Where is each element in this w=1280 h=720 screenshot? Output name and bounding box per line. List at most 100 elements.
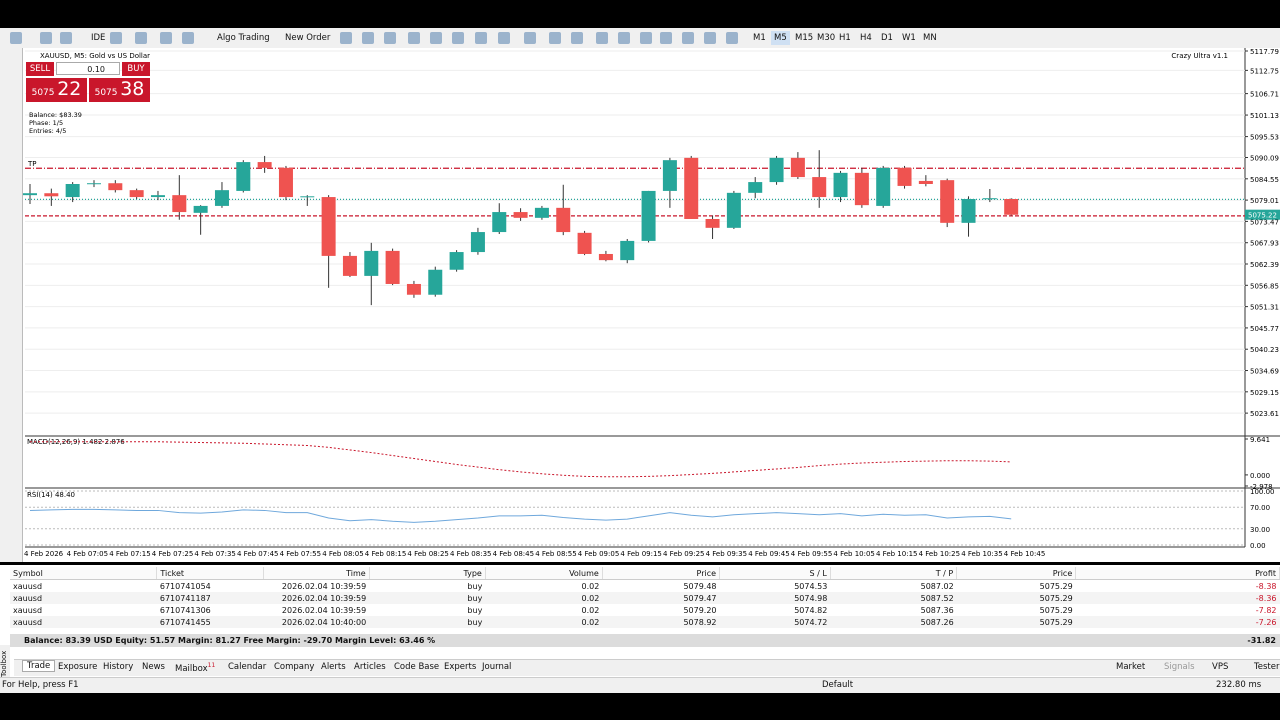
toolbar: IDE Algo Trading New Order M1 M5 M15 M30 H1 H4 D1… [0,28,1280,49]
candle-body [982,198,997,200]
right-tab[interactable]: Signals [1164,662,1195,672]
column-header[interactable]: Volume [485,567,603,580]
timeframe-button[interactable]: H1 [839,33,851,43]
toolbar-icon[interactable] [182,32,194,44]
toolbar-icon[interactable] [475,32,487,44]
toolbar-icon[interactable] [704,32,716,44]
timeframe-button[interactable]: M5 [771,31,790,45]
status-bar: For Help, press F1 Default 232.80 ms [0,677,1280,693]
y-tick-label: 5117.79 [1250,48,1279,56]
column-header[interactable]: Price [602,567,721,580]
y-tick-label: 5040.23 [1250,346,1279,354]
table-cell: 5074.82 [794,605,828,615]
toolbar-icon[interactable] [618,32,630,44]
toolbar-icon[interactable] [726,32,738,44]
ask-big: 5075 [94,88,118,98]
sell-button[interactable]: SELL [26,62,54,76]
toolbar-icon[interactable] [596,32,608,44]
tab[interactable]: Articles [354,662,386,672]
tab[interactable]: Company [274,662,315,672]
toolbar-button[interactable]: IDE [91,33,106,43]
candle-body [23,193,37,196]
table-cell: xauusd [13,605,43,615]
toolbar-icon[interactable] [524,32,536,44]
column-header[interactable]: T / P [830,567,958,580]
toolbar-icon[interactable] [384,32,396,44]
tab[interactable]: Code Base [394,662,440,672]
toolbar-button[interactable]: Algo Trading [217,33,270,43]
toolbar-icon[interactable] [549,32,561,44]
toolbar-icon[interactable] [362,32,374,44]
column-header[interactable]: Symbol [10,567,158,580]
tabs: Trade Exposure History News Mailbox11 Calenda… [14,659,1280,676]
column-header[interactable]: S / L [719,567,831,580]
toolbar-icon[interactable] [40,32,52,44]
candle-body [385,250,400,284]
table-cell: 0.02 [581,581,600,591]
toolbar-button[interactable]: New Order [285,33,331,43]
ask-box[interactable]: 5075 38 [89,78,150,102]
candle-body [854,172,869,206]
tab[interactable]: Alerts [321,662,346,672]
tab[interactable]: Calendar [228,662,267,672]
table-row[interactable]: xauusd 6710741054 2026.02.04 10:39:59 buy 0.… [10,580,1280,593]
toolbar-icon[interactable] [60,32,72,44]
right-tab[interactable]: Market [1116,662,1146,672]
y-tick-label: 5073.47 [1250,218,1279,226]
tab[interactable]: History [103,662,134,672]
right-tab[interactable]: Tester [1254,662,1280,672]
column-header[interactable]: Ticket [156,567,265,580]
toolbar-icon[interactable] [571,32,583,44]
timeframe-button[interactable]: M15 [795,33,814,43]
toolbar-icon[interactable] [498,32,510,44]
tab[interactable]: News [142,662,165,672]
table-cell: 5079.47 [602,592,720,604]
tab[interactable]: Trade [22,660,56,672]
table-cell: 2026.02.04 10:39:59 [281,581,367,591]
table-cell: 6710741306 [159,605,211,615]
column-header[interactable]: Profit [1075,567,1280,580]
bid-box[interactable]: 5075 22 [26,78,87,102]
toolbar-icon[interactable] [452,32,464,44]
toolbar-icon[interactable] [682,32,694,44]
toolbar-icon[interactable] [340,32,352,44]
lot-input[interactable]: 0.10 [56,62,120,75]
toolbar-icon[interactable] [135,32,147,44]
toolbar-icon[interactable] [160,32,172,44]
timeframe-button[interactable]: D1 [881,33,893,43]
column-header[interactable]: Time [263,567,370,580]
column-header[interactable]: Type [369,567,486,580]
tab[interactable]: Experts [444,662,477,672]
y-tick-label: 5095.53 [1250,134,1279,142]
info-line: Balance: $83.39 [29,111,82,119]
table-cell: -7.82 [1255,605,1277,615]
timeframe-button[interactable]: MN [923,33,937,43]
timeframe-button[interactable]: M1 [753,33,766,43]
tab[interactable]: Exposure [58,662,98,672]
candle-body [172,195,187,213]
toolbar-icon[interactable] [640,32,652,44]
candle-body [705,218,720,228]
toolbar-icon[interactable] [408,32,420,44]
column-header[interactable]: Price [956,567,1077,580]
right-tab[interactable]: VPS [1212,662,1229,672]
toolbar-icon[interactable] [10,32,22,44]
toolbar-icon[interactable] [660,32,672,44]
y-tick-label: 5112.75 [1250,67,1279,75]
toolbar-icon[interactable] [110,32,122,44]
candle-body [300,196,315,198]
candle-body [918,180,933,184]
tab[interactable]: Mailbox11 [175,662,216,674]
table-row[interactable]: xauusd 6710741306 2026.02.04 10:39:59 buy 0.… [10,604,1280,616]
toolbar-icon[interactable] [430,32,442,44]
table-row[interactable]: xauusd 6710741455 2026.02.04 10:40:00 buy 0.… [10,616,1280,628]
table-row[interactable]: xauusd 6710741187 2026.02.04 10:39:59 buy 0.… [10,592,1280,604]
timeframe-button[interactable]: W1 [902,33,916,43]
candle-body [193,205,208,213]
timeframe-button[interactable]: H4 [860,33,872,43]
table-cell: 5075.29 [956,616,1076,628]
tab[interactable]: Journal [482,662,512,672]
buy-button[interactable]: BUY [122,62,150,76]
y-tick-label: 5045.77 [1250,325,1279,333]
timeframe-button[interactable]: M30 [817,33,836,43]
